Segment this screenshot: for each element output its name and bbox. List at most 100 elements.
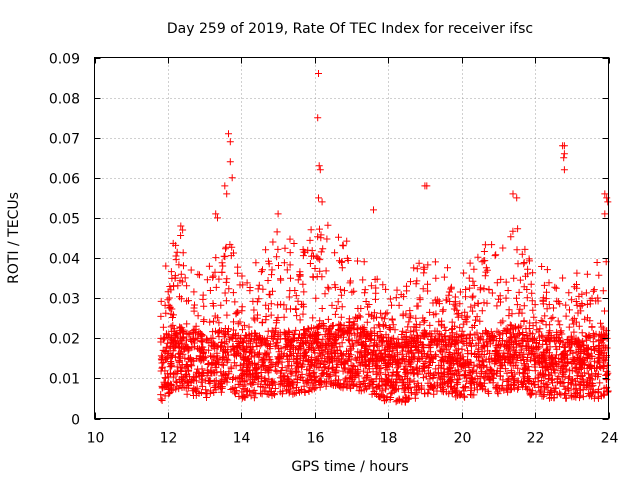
data-point [214, 214, 221, 222]
data-point [504, 287, 512, 294]
data-point [386, 295, 394, 303]
y-tick-label: 0.05 [49, 212, 80, 228]
data-point [256, 342, 264, 350]
data-point [438, 322, 446, 330]
data-point [281, 372, 289, 380]
data-point [514, 364, 522, 372]
data-point [434, 337, 442, 345]
data-point [211, 360, 219, 368]
data-point [524, 337, 532, 345]
data-point [220, 369, 227, 377]
data-point [216, 327, 223, 335]
data-point [222, 330, 229, 338]
data-point [560, 142, 568, 150]
data-point [592, 369, 600, 377]
data-point [343, 237, 351, 245]
data-point [343, 382, 351, 390]
data-point [401, 398, 409, 406]
data-point [573, 269, 581, 277]
data-point [469, 277, 477, 285]
data-point [362, 342, 370, 350]
data-point [173, 248, 181, 256]
data-point [539, 362, 547, 370]
data-point [274, 353, 282, 361]
data-point [419, 329, 427, 337]
data-point [574, 339, 582, 347]
data-point [479, 336, 487, 344]
data-point [514, 377, 522, 385]
data-point [164, 333, 172, 341]
data-point [216, 380, 224, 388]
data-point [413, 277, 421, 285]
data-point [344, 257, 352, 264]
data-point [482, 268, 490, 276]
data-point [318, 198, 326, 206]
data-point [558, 351, 566, 358]
data-point [480, 341, 488, 349]
data-point [290, 240, 298, 247]
data-point [361, 352, 369, 360]
data-point [162, 343, 170, 351]
data-point [480, 285, 488, 293]
data-point [327, 343, 335, 351]
data-point [437, 375, 445, 383]
data-point [395, 372, 403, 380]
data-point [282, 305, 290, 313]
data-point [209, 272, 217, 280]
data-point [287, 347, 295, 355]
data-point [191, 329, 199, 337]
data-point [570, 356, 578, 364]
data-point [315, 194, 322, 202]
data-point [429, 374, 437, 382]
data-point [320, 322, 328, 330]
data-point [318, 273, 326, 281]
data-point [199, 338, 207, 346]
data-point [367, 282, 375, 290]
data-point [516, 330, 523, 338]
data-point [214, 354, 222, 362]
data-point [227, 252, 235, 260]
data-point [245, 323, 253, 331]
data-point [211, 341, 219, 349]
data-point [316, 225, 323, 233]
data-point [424, 379, 432, 387]
data-point [585, 332, 593, 339]
data-point [528, 387, 536, 395]
data-point [179, 333, 187, 341]
data-point [296, 343, 304, 350]
data-point [505, 354, 513, 361]
data-point [543, 305, 551, 313]
data-point [341, 328, 349, 336]
data-point [159, 363, 166, 371]
data-point [220, 333, 228, 341]
y-tick-label: 0.08 [49, 92, 80, 108]
data-point [468, 368, 476, 376]
data-point [448, 318, 456, 326]
data-point [262, 387, 270, 395]
data-point [565, 289, 573, 297]
data-point [481, 241, 489, 249]
data-point [183, 282, 191, 290]
data-point [497, 319, 505, 327]
data-point [404, 323, 412, 331]
data-point [205, 262, 213, 270]
data-point [493, 302, 501, 310]
data-point [368, 311, 376, 319]
data-point [373, 341, 381, 349]
y-tick-label: 0.03 [49, 292, 80, 308]
data-point [273, 253, 281, 261]
data-point [571, 340, 579, 347]
data-point [502, 294, 510, 302]
data-point [590, 286, 598, 294]
data-point [176, 382, 184, 390]
data-point [425, 370, 433, 378]
data-point [560, 154, 568, 162]
data-point [309, 273, 317, 281]
data-point [398, 344, 406, 352]
data-point [373, 363, 381, 371]
data-point [274, 333, 282, 341]
data-point [564, 359, 571, 367]
data-point [523, 357, 531, 365]
data-point [414, 332, 421, 340]
data-point [265, 353, 273, 361]
